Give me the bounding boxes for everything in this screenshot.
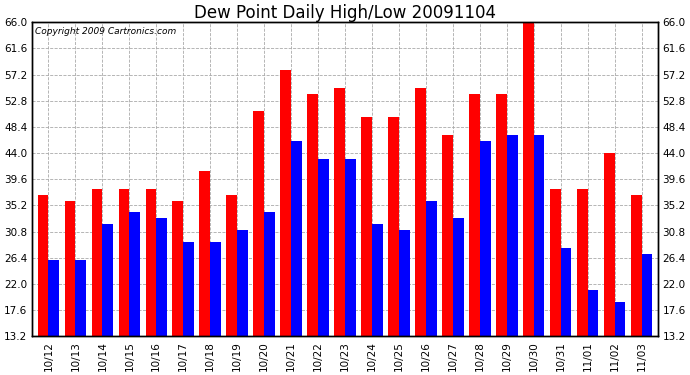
Bar	[264, 213, 275, 336]
Bar	[226, 195, 237, 336]
Bar	[506, 135, 518, 336]
Bar	[631, 195, 642, 336]
Bar	[533, 135, 544, 336]
Bar	[442, 135, 453, 336]
Bar	[253, 111, 264, 336]
Bar	[318, 159, 329, 336]
Bar	[345, 159, 356, 336]
Bar	[604, 153, 615, 336]
Bar	[469, 94, 480, 336]
Bar	[577, 189, 588, 336]
Bar	[334, 88, 345, 336]
Bar	[307, 94, 318, 336]
Bar	[361, 117, 372, 336]
Bar	[184, 242, 194, 336]
Bar	[496, 94, 506, 336]
Bar	[550, 189, 561, 336]
Bar	[480, 141, 491, 336]
Bar	[146, 189, 157, 336]
Bar	[157, 218, 167, 336]
Bar	[38, 195, 48, 336]
Bar	[237, 230, 248, 336]
Bar	[372, 224, 383, 336]
Bar	[92, 189, 102, 336]
Bar	[199, 171, 210, 336]
Bar	[426, 201, 437, 336]
Bar	[119, 189, 129, 336]
Bar	[453, 218, 464, 336]
Title: Dew Point Daily High/Low 20091104: Dew Point Daily High/Low 20091104	[194, 4, 496, 22]
Bar	[415, 88, 426, 336]
Bar	[291, 141, 302, 336]
Text: Copyright 2009 Cartronics.com: Copyright 2009 Cartronics.com	[35, 27, 177, 36]
Bar	[399, 230, 410, 336]
Bar	[388, 117, 399, 336]
Bar	[523, 22, 533, 336]
Bar	[48, 260, 59, 336]
Bar	[561, 248, 571, 336]
Bar	[172, 201, 184, 336]
Bar	[642, 254, 652, 336]
Bar	[588, 290, 598, 336]
Bar	[102, 224, 113, 336]
Bar	[615, 302, 625, 336]
Bar	[75, 260, 86, 336]
Bar	[210, 242, 221, 336]
Bar	[129, 213, 140, 336]
Bar	[65, 201, 75, 336]
Bar	[280, 70, 291, 336]
